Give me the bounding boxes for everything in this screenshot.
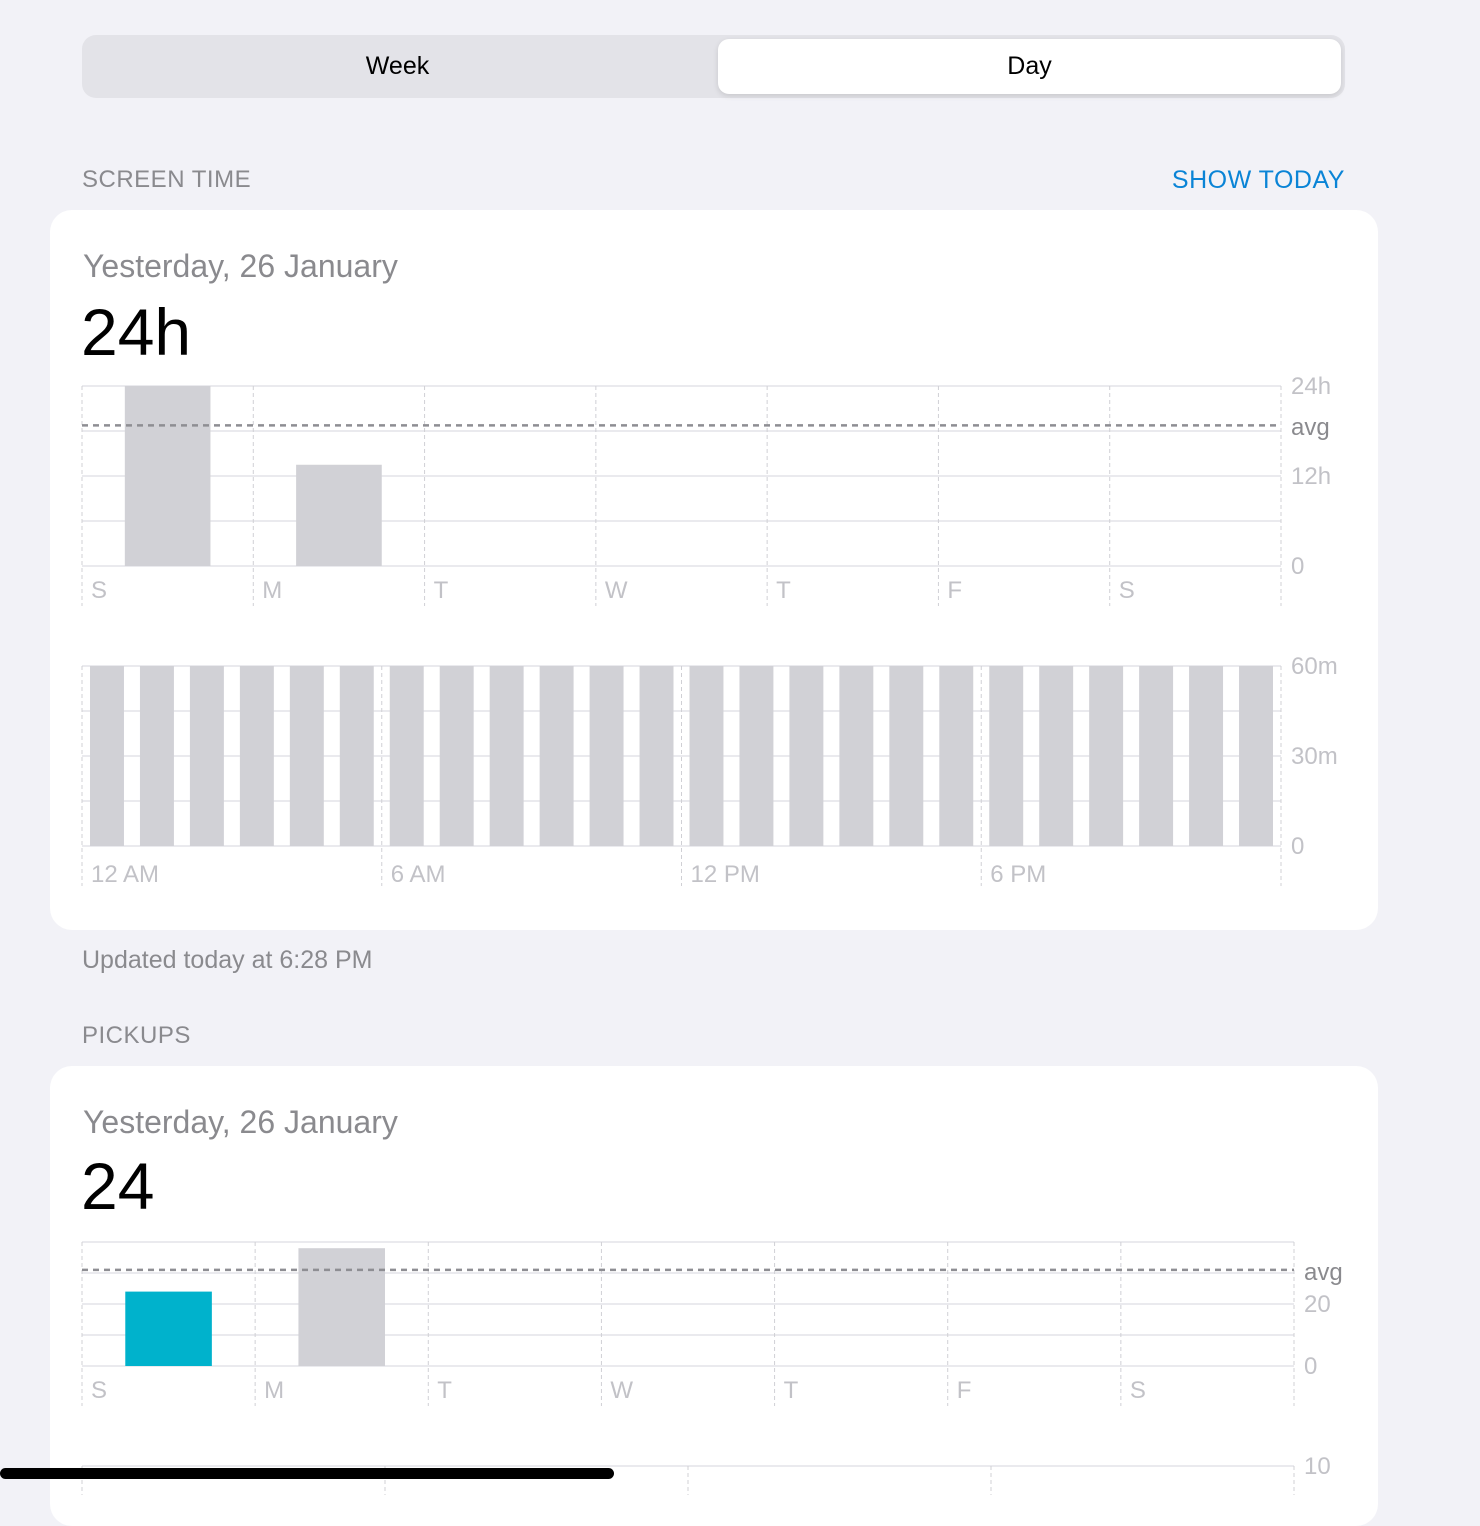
screen-time-hour-bar	[239, 666, 274, 846]
pickups-date: Yesterday, 26 January	[83, 1104, 398, 1140]
screen-time-hour-bar	[639, 666, 674, 846]
screen-time-hour-bar	[739, 666, 774, 846]
charts-layer: avg 24h 12h 0 S M T W T F S 60m 30m 0 12 AM 6 AM 12 PM 6 …	[81, 373, 1343, 1495]
screen-time-hour-bar	[1189, 666, 1224, 846]
updated-timestamp: Updated today at 6:28 PM	[82, 946, 373, 974]
screen-time-day-y-tick-label: 60m	[1291, 653, 1338, 680]
pickups-card[interactable]: Yesterday, 26 January 24	[50, 1066, 1378, 1526]
pickups-week-avg-label: avg	[1304, 1259, 1343, 1286]
screen-time-day-x-tick-label: 6 AM	[391, 861, 446, 888]
pickups-week-x-tick-label: W	[610, 1377, 633, 1404]
screen-time-week-x-tick-label: W	[605, 577, 628, 604]
screen-time-hour-bar	[839, 666, 874, 846]
pickups-week-x-tick-label: M	[264, 1377, 284, 1404]
show-today-link[interactable]: SHOW TODAY	[1171, 166, 1345, 194]
screen-time-hour-bar	[339, 666, 374, 846]
segment-day[interactable]: Day	[718, 39, 1341, 94]
screen-time-hour-bar	[139, 666, 174, 846]
pickups-week-x-tick-label: S	[1130, 1377, 1146, 1404]
screen-time-week-x-tick-label: S	[91, 577, 107, 604]
screen-time-day-x-tick-label: 12 AM	[91, 861, 159, 888]
screen-time-hour-bar	[489, 666, 524, 846]
screen-time-hour-bar	[939, 666, 974, 846]
screen-time-hour-bar	[1139, 666, 1174, 846]
screen-time-week-y-tick-label: 0	[1291, 553, 1304, 580]
screen-time-day-y-tick-label: 30m	[1291, 743, 1338, 770]
screen-time-hour-bar	[1039, 666, 1074, 846]
screen-time-week-y-tick-label: 24h	[1291, 373, 1331, 400]
screen-time-total: 24h	[81, 295, 192, 369]
pickups-week-x-tick-label: F	[957, 1377, 972, 1404]
period-segmented-control: Week Day	[82, 35, 1345, 98]
screen-time-hour-bar	[589, 666, 624, 846]
screen-time-week-x-tick-label: S	[1119, 577, 1135, 604]
screen-time-section-label: SCREEN TIME	[82, 166, 252, 193]
pickups-day-y-tick-label: 10	[1304, 1453, 1331, 1480]
screen-time-week-x-tick-label: M	[262, 577, 282, 604]
screen-time-hour-bar	[289, 666, 324, 846]
screen-time-week-x-tick-label: T	[776, 577, 791, 604]
pickups-week-x-tick-label: T	[437, 1377, 452, 1404]
screen-time-week-avg-label: avg	[1291, 414, 1330, 441]
pickups-week-bar	[125, 1291, 212, 1366]
screen-time-hour-bar	[389, 666, 424, 846]
screen-time-week-bar	[296, 464, 382, 566]
pickups-week-y-tick-label: 20	[1304, 1291, 1331, 1318]
screen-time-week-x-tick-label: F	[947, 577, 962, 604]
pickups-week-y-tick-label: 0	[1304, 1353, 1317, 1380]
pickups-week-x-tick-label: T	[784, 1377, 799, 1404]
screen-time-hour-bar	[439, 666, 474, 846]
screen-time-hour-bar	[90, 666, 124, 846]
screen-time-hour-bar	[189, 666, 224, 846]
screen-time-hour-bar	[539, 666, 574, 846]
screen-time-hour-bar	[1239, 666, 1273, 846]
screen-time-hour-bar	[1089, 666, 1124, 846]
pickups-week-x-tick-label: S	[91, 1377, 107, 1404]
screen-time-hour-bar	[689, 666, 724, 846]
screen-time-day-x-tick-label: 12 PM	[691, 861, 760, 888]
screen-time-date: Yesterday, 26 January	[83, 248, 398, 284]
screen-time-hour-bar	[889, 666, 924, 846]
pickups-week-bar	[298, 1248, 385, 1366]
screen-time-day-y-tick-label: 0	[1291, 833, 1304, 860]
pickups-total: 24	[81, 1149, 155, 1223]
segment-week[interactable]: Week	[365, 52, 430, 80]
screen-time-week-bar	[124, 386, 211, 566]
screen-time-hour-bar	[789, 666, 824, 846]
screen-time-day-x-tick-label: 6 PM	[990, 861, 1046, 888]
screen-time-week-x-tick-label: T	[434, 577, 449, 604]
screen-time-hour-bar	[989, 666, 1024, 846]
home-indicator	[0, 1468, 614, 1479]
pickups-section-label: PICKUPS	[82, 1022, 191, 1049]
screen-time-week-y-tick-label: 12h	[1291, 463, 1331, 490]
